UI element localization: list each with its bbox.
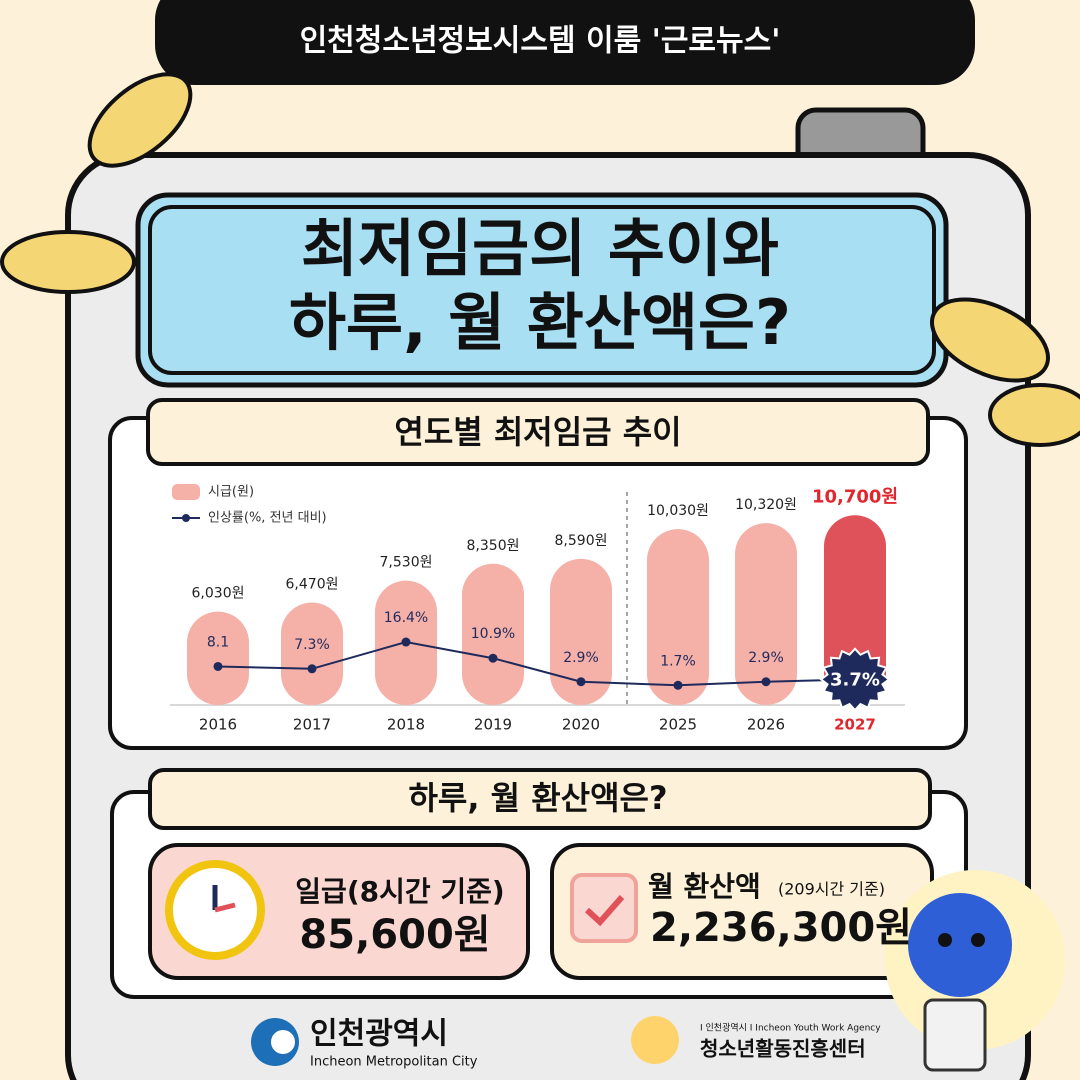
x-tick-label: 2018 (387, 716, 425, 734)
monthly-value: 2,236,300원 (650, 905, 912, 951)
x-tick-label: 2020 (562, 716, 600, 734)
summary-title: 하루, 월 환산액은? (408, 779, 667, 817)
agency-name: 청소년활동진흥센터 (700, 1037, 866, 1061)
legend-marker (182, 514, 190, 522)
rate-label: 16.4% (384, 610, 428, 626)
coin (988, 383, 1080, 447)
bar-value-label: 10,320원 (735, 497, 797, 513)
city-name-en: Incheon Metropolitan City (310, 1055, 478, 1070)
monthly-label: 월 환산액 (648, 870, 761, 903)
calendar-icon (570, 873, 638, 943)
clock-hand (214, 902, 236, 913)
chart-title-box (146, 398, 930, 466)
bar (462, 563, 524, 705)
rate-line (217, 640, 856, 687)
rate-label: 8.1 (207, 634, 229, 650)
x-tick-label: 2026 (747, 716, 785, 734)
header-tab (155, 0, 975, 85)
calendar-check (584, 895, 625, 927)
rate-point (307, 664, 317, 674)
title-line: 최저임금의 추이와 (301, 212, 779, 285)
chart-title: 연도별 최저임금 추이 (394, 413, 681, 451)
bar (550, 558, 612, 705)
rate-point (401, 637, 411, 647)
rate-point (213, 661, 223, 671)
x-tick-label: 2016 (199, 716, 237, 734)
rate-badge (819, 647, 891, 712)
bar (281, 602, 343, 705)
agency-logo (631, 1016, 679, 1064)
rate-point (673, 680, 683, 690)
bar-value-label: 6,030원 (192, 586, 245, 602)
monthly-note: (209시간 기준) (778, 880, 885, 899)
legend-label: 인상률(%, 전년 대비) (208, 511, 327, 526)
agency-small: I 인천광역시 I Incheon Youth Work Agency (700, 1022, 881, 1034)
coin (87, 72, 193, 168)
bar (647, 529, 709, 705)
rate-label: 2.9% (748, 650, 784, 666)
coin (930, 297, 1050, 383)
bar-value-label: 10,700원 (812, 486, 898, 507)
bar-value-label: 8,590원 (555, 533, 608, 549)
summary-title-box (148, 768, 932, 830)
rate-point (576, 677, 586, 687)
x-tick-label: 2025 (659, 716, 697, 734)
bar-value-label: 8,350원 (467, 538, 520, 554)
mascot-eye (971, 933, 985, 947)
x-tick-label: 2017 (293, 716, 331, 734)
rate-label: 3.7% (830, 669, 880, 690)
x-tick-label: 2019 (474, 716, 512, 734)
legend-label: 시급(원) (208, 485, 254, 500)
rate-point (761, 677, 771, 687)
city-logo (271, 1030, 295, 1054)
mascot-clipboard (923, 998, 987, 1072)
rate-label: 2.9% (563, 650, 599, 666)
rate-label: 7.3% (294, 637, 330, 653)
rate-point (488, 653, 498, 663)
legend-swatch (172, 484, 200, 500)
bar (735, 523, 797, 705)
bar (187, 611, 249, 705)
mascot-eye (938, 933, 952, 947)
rate-label: 1.7% (660, 653, 696, 669)
city-name: 인천광역시 (310, 1017, 448, 1052)
x-tick-label: 2027 (834, 716, 876, 734)
coins (0, 72, 1080, 447)
title-box (135, 192, 949, 388)
mascot (908, 893, 1012, 997)
title-line: 하루, 월 환산액은? (289, 286, 791, 359)
bar-value-label: 6,470원 (286, 577, 339, 593)
rate-label: 10.9% (471, 626, 515, 642)
coin (0, 230, 136, 294)
title-inner (148, 205, 936, 375)
bar-value-label: 7,530원 (380, 555, 433, 571)
daily-value: 85,600원 (299, 912, 490, 958)
bar-value-label: 10,030원 (647, 503, 709, 519)
header-tag: 인천청소년정보시스템 이룸 '근로뉴스' (300, 24, 781, 59)
daily-label: 일급(8시간 기준) (295, 875, 504, 908)
